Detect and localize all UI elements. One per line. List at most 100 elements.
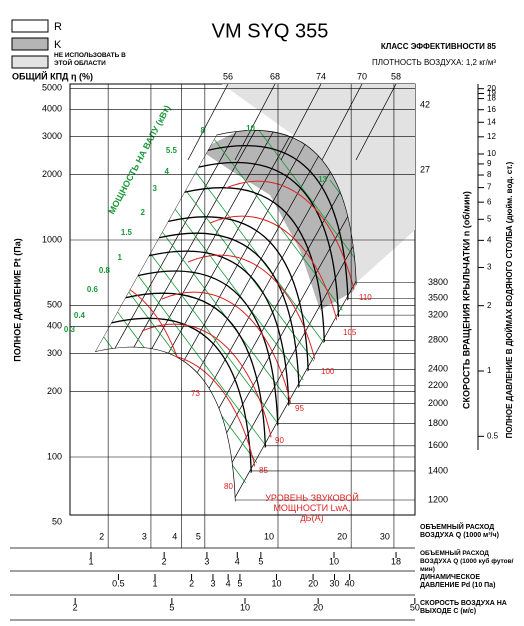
- rpm-tick-label: 3500: [428, 293, 448, 303]
- speed-curve: [148, 250, 290, 406]
- pressure-tick-label: 5000: [42, 83, 62, 93]
- flow-m3h-tick-label: 2: [99, 531, 104, 541]
- system-line: [231, 245, 354, 464]
- dynamic-pressure-tick-label: 30: [329, 578, 339, 588]
- system-line: [133, 130, 256, 348]
- speed-curve: [168, 216, 309, 372]
- power-value-label: 10: [246, 124, 255, 133]
- efficiency-value-label: 74: [316, 71, 326, 81]
- sound-value-label: 95: [295, 404, 304, 413]
- velocity-tick-label: 2: [73, 602, 78, 612]
- inch-tick-label: 6: [487, 197, 492, 206]
- sound-value-label: 90: [275, 436, 284, 445]
- dynamic-pressure-tick-label: 5: [237, 578, 242, 588]
- inch-tick-label: 10: [487, 149, 496, 158]
- power-line: [257, 130, 357, 330]
- speed-curve: [184, 186, 326, 343]
- legend-not-use: НЕ ИСПОЛЬЗОВАТЬ В ЭТОЙ ОБЛАСТИ: [54, 52, 126, 67]
- velocity-tick-label: 10: [240, 602, 250, 612]
- legend-k: K: [54, 39, 62, 51]
- dynamic-pressure-tick-label: 3: [210, 578, 215, 588]
- efficiency-line: [321, 84, 363, 161]
- power-value-label: 5.5: [166, 146, 178, 155]
- sound-curve: [225, 180, 357, 299]
- inch-tick-label: 19: [487, 89, 496, 98]
- pressure-tick-label: 400: [47, 321, 62, 331]
- pressure-tick-label: 100: [47, 451, 62, 461]
- speed-curve: [137, 270, 279, 426]
- power-value-label: 0.8: [99, 266, 111, 275]
- power-line: [124, 257, 276, 459]
- sound-curve: [161, 291, 293, 410]
- sound-value-label: 110: [359, 293, 372, 302]
- sound-value-label: 105: [343, 328, 357, 337]
- flow-m3h-tick-label: 3: [142, 531, 147, 541]
- efficiency-class: КЛАСС ЭФФЕКТИВНОСТИ 85: [381, 42, 497, 51]
- power-label: МОЩНОСТЬ НА ВАЛУ (кВт): [106, 104, 172, 216]
- system-line: [226, 215, 349, 434]
- power-line: [207, 130, 357, 332]
- power-value-label: 2: [141, 208, 146, 217]
- speed-curve: [125, 292, 267, 448]
- inch-tick-label: 3: [487, 263, 492, 272]
- inch-tick-label: 16: [487, 105, 496, 114]
- system-line: [95, 134, 217, 353]
- speed-curve: [111, 317, 252, 473]
- inch-tick-label: 5: [487, 214, 492, 223]
- speed-curve: [207, 144, 349, 301]
- inch-tick-label: 12: [487, 132, 496, 141]
- inch-tick-label: 1: [487, 366, 492, 375]
- sound-label: УРОВЕНЬ ЗВУКОВОЙ МОЩНОСТИ LwA, дБ(A): [265, 493, 359, 523]
- efficiency-value-label: 42: [420, 99, 430, 109]
- system-line: [167, 136, 291, 354]
- sound-curve: [187, 254, 319, 373]
- sound-curve: [141, 323, 273, 442]
- legend-swatch-r: [11, 19, 49, 33]
- inch-axis-label: ПОЛНОЕ ДАВЛЕНИЕ В ДЮЙМАХ ВОДЯНОГО СТОЛБА…: [505, 161, 514, 438]
- inch-tick-label: 2: [487, 301, 492, 310]
- power-line: [159, 188, 311, 390]
- sound-value-label: 100: [321, 367, 335, 376]
- inch-tick-label: 20: [487, 84, 496, 93]
- pressure-axis-label: ПОЛНОЕ ДАВЛЕНИЕ Pt (Па): [12, 238, 22, 362]
- dynamic-pressure-tick-label: 20: [308, 578, 318, 588]
- legend-swatch-k: [11, 37, 49, 51]
- power-value-label: 1.5: [121, 228, 133, 237]
- flow-m3h-tick-label: 30: [380, 531, 390, 541]
- rpm-tick-label: 2800: [428, 335, 448, 345]
- plot-area: [70, 84, 415, 502]
- flow-cfm-tick-label: 18: [391, 556, 401, 566]
- system-line: [196, 155, 320, 374]
- power-value-label: 0.6: [87, 285, 99, 294]
- dynamic-pressure-label: ДИНАМИЧЕСКОЕ ДАВЛЕНИЕ Pd (10 Па): [420, 574, 496, 589]
- pressure-tick-label: 500: [47, 300, 62, 310]
- velocity-label: СКОРОСТЬ ВОЗДУХА НА ВЫХОДЕ C (м/с): [420, 600, 507, 615]
- flow-m3h-tick-label: 10: [264, 531, 274, 541]
- chart-title: VM SYQ 355: [212, 20, 329, 42]
- dynamic-pressure-tick-label: 0.5: [112, 578, 125, 588]
- rpm-tick-label: 1600: [428, 440, 448, 450]
- legend-r: R: [54, 21, 62, 33]
- dynamic-pressure-tick-label: 40: [345, 578, 355, 588]
- pressure-tick-label: 1000: [42, 234, 62, 244]
- efficiency-line: [280, 84, 322, 161]
- efficiency-value-label: 58: [391, 71, 401, 81]
- pressure-tick-label: 3000: [42, 131, 62, 141]
- power-value-label: 0.4: [74, 311, 86, 320]
- air-density: ПЛОТНОСТЬ ВОЗДУХА: 1,2 кг/м³: [372, 58, 496, 67]
- dynamic-pressure-tick-label: 4: [226, 578, 231, 588]
- pressure-tick-label: 300: [47, 348, 62, 358]
- rpm-tick-label: 2200: [428, 380, 448, 390]
- rpm-tick-label: 3800: [428, 277, 448, 287]
- sound-value-label: 85: [259, 466, 268, 475]
- efficiency-line: [355, 84, 397, 161]
- flow-cfm-label: ОБЪЕМНЫЙ РАСХОД ВОЗДУХА Q (1000 куб футо…: [420, 550, 514, 573]
- power-value-label: 1: [118, 253, 123, 262]
- efficiency-line: [234, 84, 276, 161]
- efficiency-line: [187, 84, 229, 161]
- envelope: [95, 130, 357, 502]
- power-line: [147, 212, 299, 414]
- flow-m3h-tick-label: 5: [196, 531, 201, 541]
- flow-cfm-tick-label: 3: [204, 556, 209, 566]
